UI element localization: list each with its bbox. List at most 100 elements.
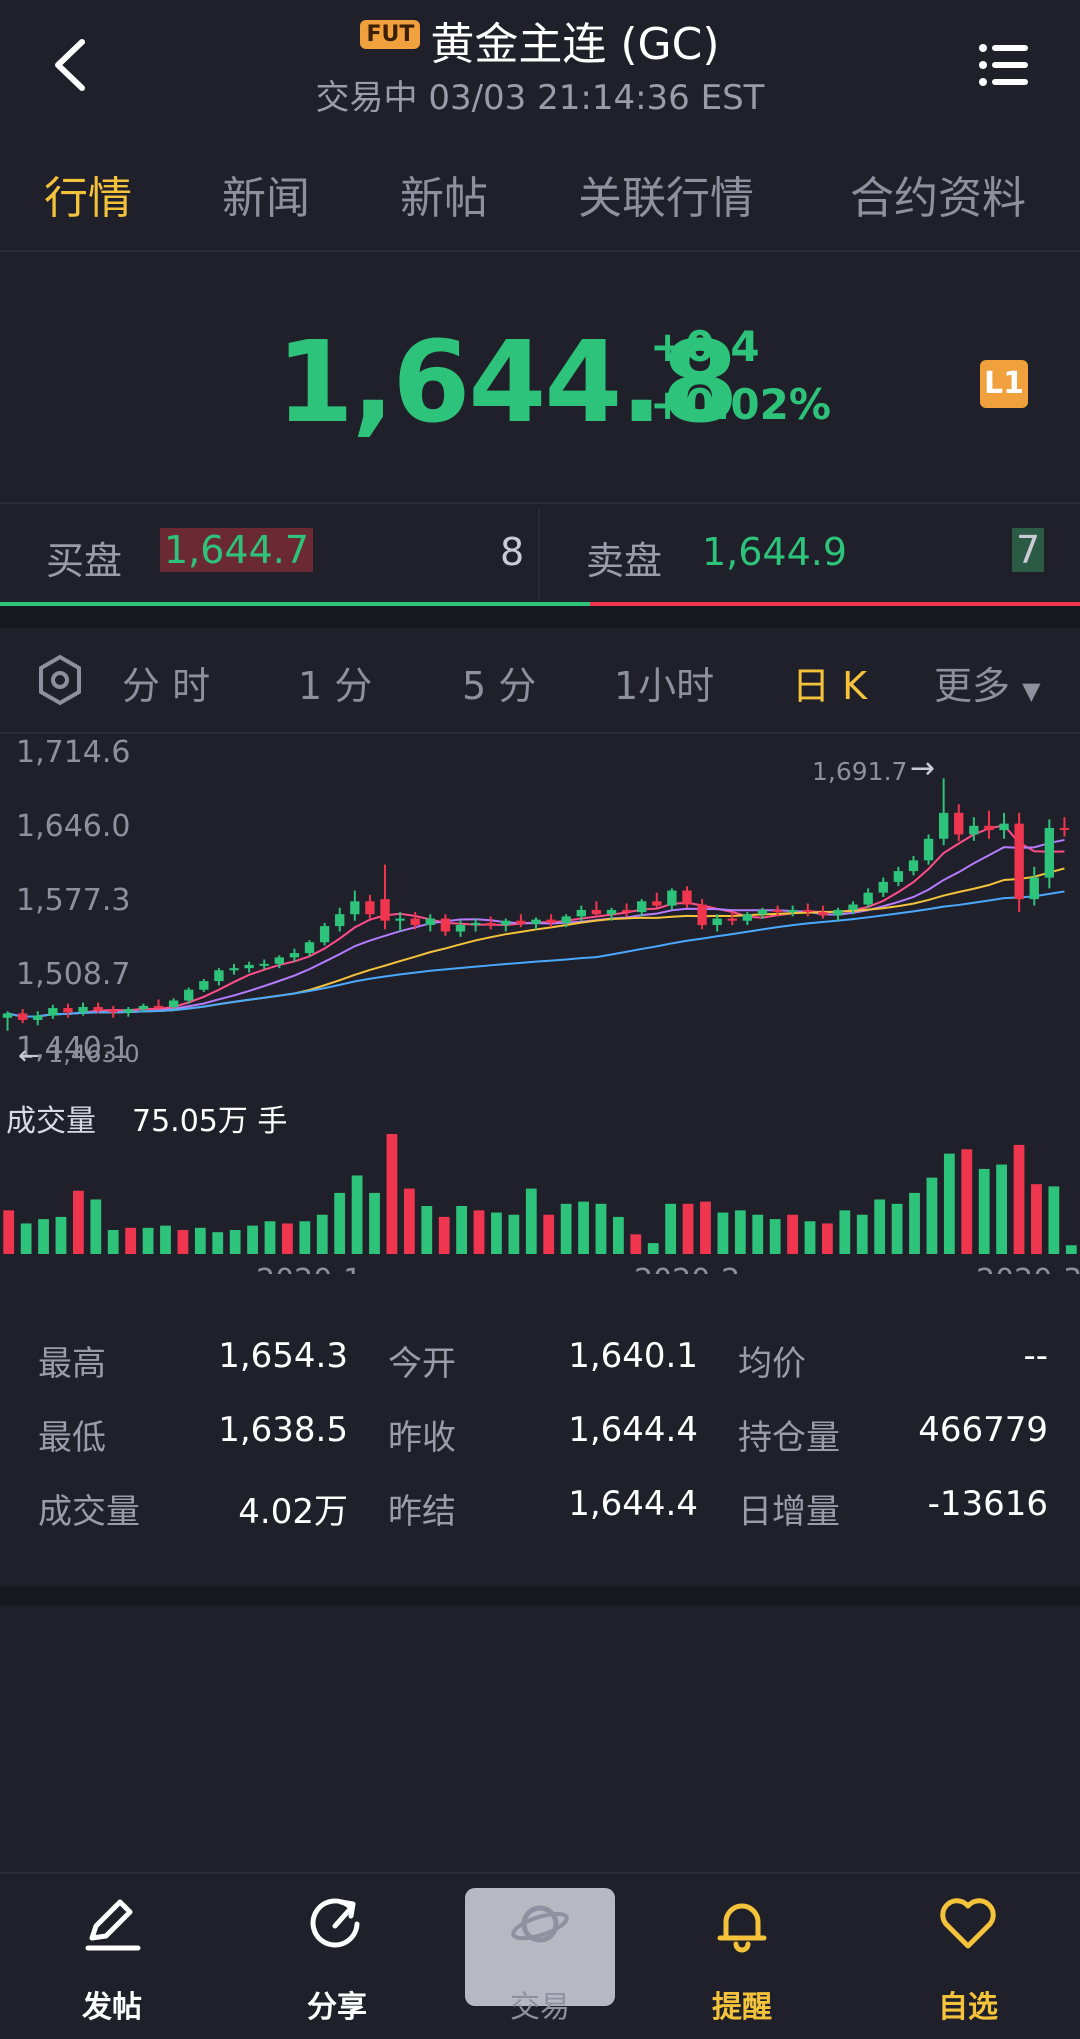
candle-body [727,918,737,921]
volume-bar [351,1175,363,1254]
volume-bar [20,1223,32,1254]
high-marker-label: 1,691.7 [812,757,907,786]
candle-body [621,909,632,913]
candle-body [1059,827,1070,830]
ma60-line [7,890,1065,1018]
candle-body [803,909,813,913]
low-marker-label: 1,463.0 [48,1040,140,1068]
y-tick-label: 1,440.1 [16,1031,131,1066]
stat-value: 466779 [918,1410,1048,1450]
tab-quote[interactable]: 行情 [44,173,132,224]
candle-body [319,926,330,943]
candles [2,778,1070,1031]
candle-body [501,920,511,926]
candle-body [712,918,722,926]
candle-body [274,957,285,964]
back-arrow-icon[interactable] [40,30,100,100]
candle-body [108,1010,118,1013]
level-badge[interactable]: L1 [980,360,1028,408]
watchlist-button[interactable]: 自选 [888,1872,1048,2037]
edit-icon [85,1899,141,1951]
volume-bar [194,1227,206,1254]
volume-bar [142,1227,154,1254]
volume-bar [369,1192,380,1254]
volume-bar [595,1203,607,1254]
candle-body [1014,823,1024,900]
candle-body [1044,827,1055,878]
volume-bar [438,1216,450,1254]
volume-bar [839,1210,851,1254]
volume-bar [787,1214,798,1254]
volume-bar [700,1201,711,1254]
candle-body [787,909,798,913]
period-1hour[interactable]: 1小时 [614,664,715,708]
volume-bar [282,1223,293,1254]
post-label: 发帖 [82,1990,142,2025]
tab-news[interactable]: 新闻 [222,173,310,224]
stat-value: 1,640.1 [568,1336,698,1376]
volume-label: 成交量 [6,1104,96,1139]
volume-bar [682,1203,694,1254]
period-5min[interactable]: 5 分 [462,664,537,708]
candle-body [999,823,1009,831]
stat-label: 持仓量 [738,1418,840,1458]
period-daily[interactable]: 日 K [792,664,867,708]
stat-value: -- [1023,1336,1048,1376]
volume-bar [543,1214,555,1254]
candle-body [561,916,571,923]
ask-strength-bar [590,602,1080,606]
candle-body [244,964,254,969]
volume-bar [856,1214,868,1254]
volume-bars [3,1134,1077,1254]
volume-bar [978,1168,990,1254]
candle-body [637,901,647,913]
tab-related[interactable]: 关联行情 [578,173,754,224]
chart-settings-icon[interactable] [36,654,84,706]
post-button[interactable]: 发帖 [32,1872,192,2037]
menu-list-icon[interactable] [978,40,1030,90]
tab-contract-info[interactable]: 合约资料 [850,173,1026,224]
stat-value: 4.02万 [238,1492,348,1532]
stat-label: 今开 [388,1344,456,1384]
y-tick-label: 1,714.6 [16,735,131,770]
period-more[interactable]: 更多 ▼ [934,655,1041,710]
volume-bar [1031,1184,1042,1254]
candle-body [199,981,209,990]
candle-body [908,860,919,872]
title-bar: FUT 黄金主连 (GC) [0,8,1080,72]
extreme-markers: 1,691.7 → ← 1,463.0 [18,751,935,1071]
volume-bar [891,1203,903,1254]
share-button[interactable]: 分享 [257,1872,417,2037]
volume-bar [822,1223,833,1254]
volume-bar [647,1243,659,1254]
candle-body [48,1008,58,1016]
volume-bar [926,1177,938,1254]
candle-body [17,1013,28,1020]
alert-button[interactable]: 提醒 [662,1872,822,2037]
heart-icon [940,1898,996,1949]
candle-body [591,909,602,915]
volume-bar [421,1206,433,1254]
stat-label: 昨收 [388,1418,456,1458]
candlestick-chart[interactable]: 1,714.6 1,646.0 1,577.3 1,508.7 1,440.1 … [0,734,1080,1274]
stat-label: 日增量 [738,1492,840,1532]
tab-posts[interactable]: 新帖 [400,173,488,224]
period-intraday[interactable]: 分 时 [122,664,211,708]
volume-bar [525,1188,537,1254]
bell-icon [717,1903,767,1953]
stat-label: 最低 [38,1418,106,1458]
fut-badge: FUT [360,19,421,49]
planet-icon [511,1905,569,1943]
trade-button[interactable]: 交易 [460,1872,620,2037]
volume-bar [316,1214,328,1254]
volume-bar [299,1221,311,1254]
stat-label: 成交量 [38,1492,140,1532]
volume-bar [264,1221,276,1254]
candle-body [138,1005,149,1010]
period-1min[interactable]: 1 分 [298,664,373,708]
volume-bar [229,1230,241,1254]
candle-body [516,920,526,924]
candle-body [969,825,979,835]
candle-body [425,918,435,926]
candle-body [259,963,269,966]
